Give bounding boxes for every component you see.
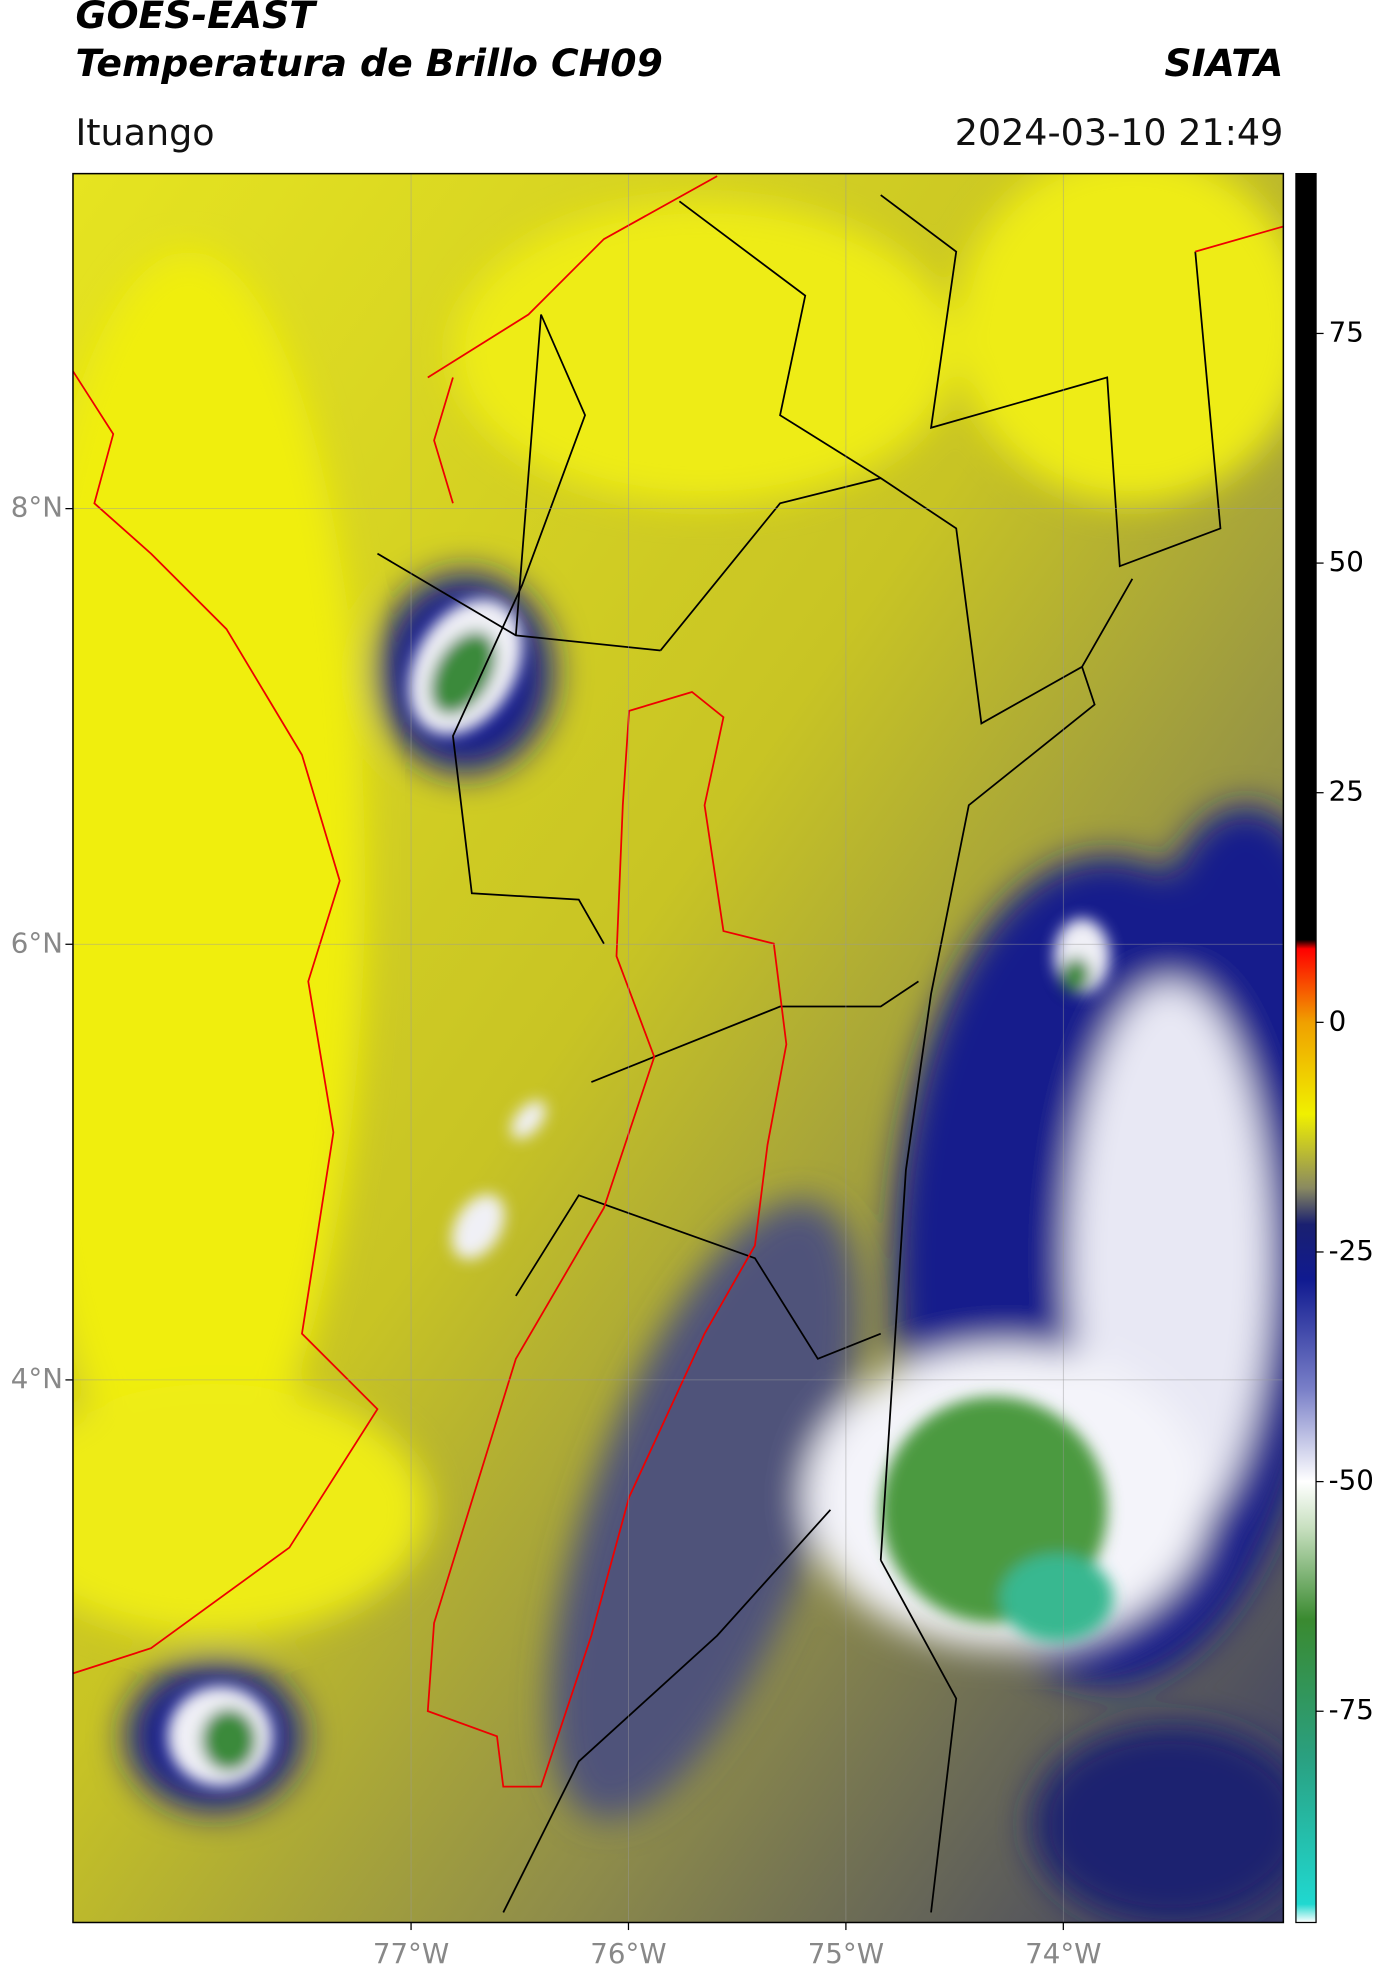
map-imagery — [72, 173, 1284, 1923]
colorbar-tick-label: 50 — [1329, 545, 1364, 578]
y-tick-label: 4°N — [11, 1362, 63, 1395]
map-frame — [72, 172, 1285, 1924]
colorbar-tick-label: -75 — [1329, 1693, 1374, 1726]
title: GOES-EAST — [75, 0, 318, 37]
colorbar-tick-label: -50 — [1329, 1464, 1374, 1497]
x-tick-label: 75°W — [808, 1937, 884, 1970]
colorbar-tick-label: 25 — [1329, 775, 1364, 808]
brand: SIATA — [1165, 41, 1284, 85]
location: Ituango — [75, 111, 214, 154]
subtitle: Temperatura de Brillo CH09 — [75, 41, 662, 85]
datetime: 2024-03-10 21:49 — [955, 111, 1284, 154]
colorbar-tick-label: -25 — [1329, 1234, 1374, 1267]
colorbar-tick-label: 0 — [1329, 1004, 1347, 1037]
x-tick-label: 77°W — [373, 1937, 449, 1970]
y-tick-label: 6°N — [11, 926, 63, 959]
x-tick-label: 74°W — [1025, 1937, 1101, 1970]
x-tick-label: 76°W — [590, 1937, 666, 1970]
map-grid — [72, 173, 1284, 1923]
y-tick-label: 8°N — [11, 491, 63, 524]
colorbar-tick-label: 75 — [1329, 315, 1364, 348]
colorbar — [1295, 172, 1317, 1924]
